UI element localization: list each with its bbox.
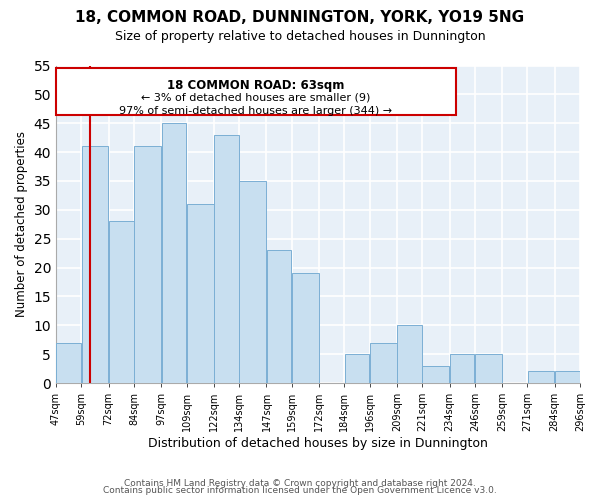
Text: Size of property relative to detached houses in Dunnington: Size of property relative to detached ho… bbox=[115, 30, 485, 43]
Bar bbox=[161, 123, 186, 383]
Text: Contains HM Land Registry data © Crown copyright and database right 2024.: Contains HM Land Registry data © Crown c… bbox=[124, 478, 476, 488]
Text: 97% of semi-detached houses are larger (344) →: 97% of semi-detached houses are larger (… bbox=[119, 106, 392, 117]
X-axis label: Distribution of detached houses by size in Dunnington: Distribution of detached houses by size … bbox=[148, 437, 488, 450]
Bar bbox=[56, 342, 81, 383]
Bar bbox=[187, 204, 214, 383]
Bar bbox=[267, 250, 292, 383]
Bar bbox=[239, 181, 266, 383]
Text: 18, COMMON ROAD, DUNNINGTON, YORK, YO19 5NG: 18, COMMON ROAD, DUNNINGTON, YORK, YO19 … bbox=[76, 10, 524, 25]
Bar bbox=[344, 354, 369, 383]
Bar bbox=[475, 354, 502, 383]
Text: 18 COMMON ROAD: 63sqm: 18 COMMON ROAD: 63sqm bbox=[167, 78, 344, 92]
Bar bbox=[450, 354, 475, 383]
Bar bbox=[397, 326, 422, 383]
Bar bbox=[292, 274, 319, 383]
Bar bbox=[422, 366, 449, 383]
Bar bbox=[528, 372, 554, 383]
Bar bbox=[370, 342, 397, 383]
Text: ← 3% of detached houses are smaller (9): ← 3% of detached houses are smaller (9) bbox=[141, 92, 371, 102]
Bar bbox=[56, 68, 456, 114]
Y-axis label: Number of detached properties: Number of detached properties bbox=[15, 132, 28, 318]
Bar bbox=[109, 222, 134, 383]
Bar bbox=[82, 146, 109, 383]
Bar bbox=[555, 372, 580, 383]
Text: Contains public sector information licensed under the Open Government Licence v3: Contains public sector information licen… bbox=[103, 486, 497, 495]
Bar bbox=[134, 146, 161, 383]
Bar bbox=[214, 135, 239, 383]
